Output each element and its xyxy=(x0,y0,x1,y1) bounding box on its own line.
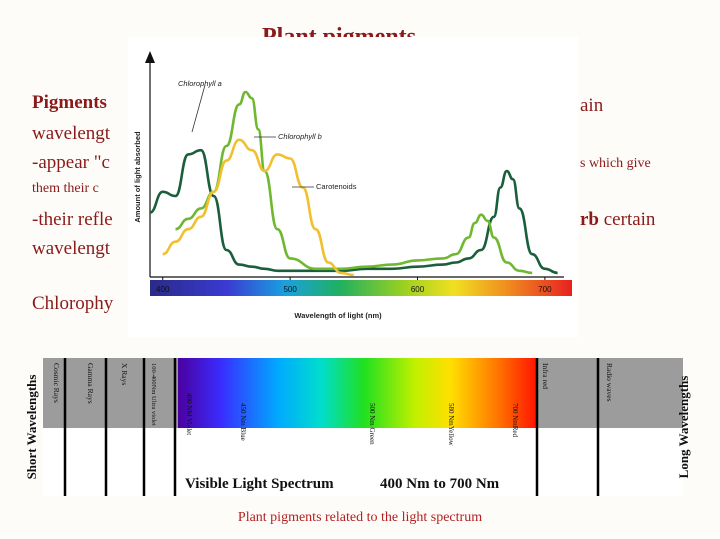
text-line7: Chlorophy xyxy=(32,293,114,314)
x-tick-label-400: 400 xyxy=(156,285,170,294)
band-label-gamma-rays: Gamma Rays xyxy=(86,363,95,404)
visible-spectrum-title: Visible Light Spectrum xyxy=(185,476,334,492)
chlorophyll-a-leader xyxy=(191,84,206,133)
band-label-radio-waves: Radio waves xyxy=(605,363,614,402)
series-line-chlorophyll-a xyxy=(149,148,558,275)
text-line5: -their refle xyxy=(32,209,113,230)
text-line3-right: s which give xyxy=(580,156,651,171)
x-tick-label-500: 500 xyxy=(283,285,297,294)
absorption-chart: Amount of light absorbed 400 500 600 700 Wa… xyxy=(133,51,572,320)
y-axis-arrow xyxy=(145,51,155,63)
visible-rainbow-band xyxy=(178,358,536,428)
absorption-figure: Amount of light absorbed 400 500 600 700 Wa… xyxy=(128,37,578,337)
text-line6: wavelengt xyxy=(32,238,111,259)
y-axis-label: Amount of light absorbed xyxy=(133,131,142,223)
em-spectrum-diagram: Short Wavelengths Long Wavelengths Cosmi… xyxy=(24,358,691,496)
slide-caption: Plant pigments related to the light spec… xyxy=(237,510,483,525)
series-layer xyxy=(149,90,558,277)
long-wavelengths-label: Long Wavelengths xyxy=(676,376,691,479)
x-tick-label-600: 600 xyxy=(411,285,425,294)
text-line1-right: ain xyxy=(580,95,604,116)
band-label-ultraviolet: 100-400Nm Ultra violet xyxy=(150,363,157,426)
chlorophyll-a-annotation: Chlorophyll a xyxy=(178,79,222,88)
color-label-red: 700 NmRed xyxy=(511,403,519,438)
color-label-violet: 400 NM Violet xyxy=(185,393,193,435)
chlorophyll-b-annotation: Chlorophyll b xyxy=(278,132,322,141)
x-tick-label-700: 700 xyxy=(538,285,552,294)
visible-spectrum-range: 400 Nm to 700 Nm xyxy=(380,476,500,492)
spectrum-lower-area xyxy=(43,428,683,496)
text-line3: -appear "c xyxy=(32,152,110,173)
band-label-infra-red: Infra red xyxy=(541,363,550,389)
x-tick-group: 400 500 600 700 xyxy=(156,277,552,294)
carotenoids-annotation: Carotenoids xyxy=(316,182,357,191)
color-label-yellow: 580 NmYellow xyxy=(447,403,455,447)
text-line4: them their c xyxy=(32,181,99,196)
series-line-carotenoids xyxy=(162,138,354,277)
text-line5-right: certain xyxy=(599,209,656,230)
text-line2: wavelengt xyxy=(32,123,111,144)
visible-spectrum-strip xyxy=(150,280,572,296)
x-axis-label: Wavelength of light (nm) xyxy=(294,311,382,320)
color-label-green: 500 Nm Green xyxy=(368,403,376,445)
short-wavelengths-label: Short Wavelengths xyxy=(24,375,39,480)
band-separators xyxy=(63,358,600,496)
text-pigments: Pigments xyxy=(32,92,107,113)
band-label-cosmic-rays: Cosmic Rays xyxy=(52,363,61,403)
color-label-blue: 450 Nm Blue xyxy=(239,403,247,441)
series-line-chlorophyll-b xyxy=(175,90,533,275)
text-line5-bold: rb xyxy=(580,209,599,230)
band-label-x-rays: X Rays xyxy=(120,363,129,385)
